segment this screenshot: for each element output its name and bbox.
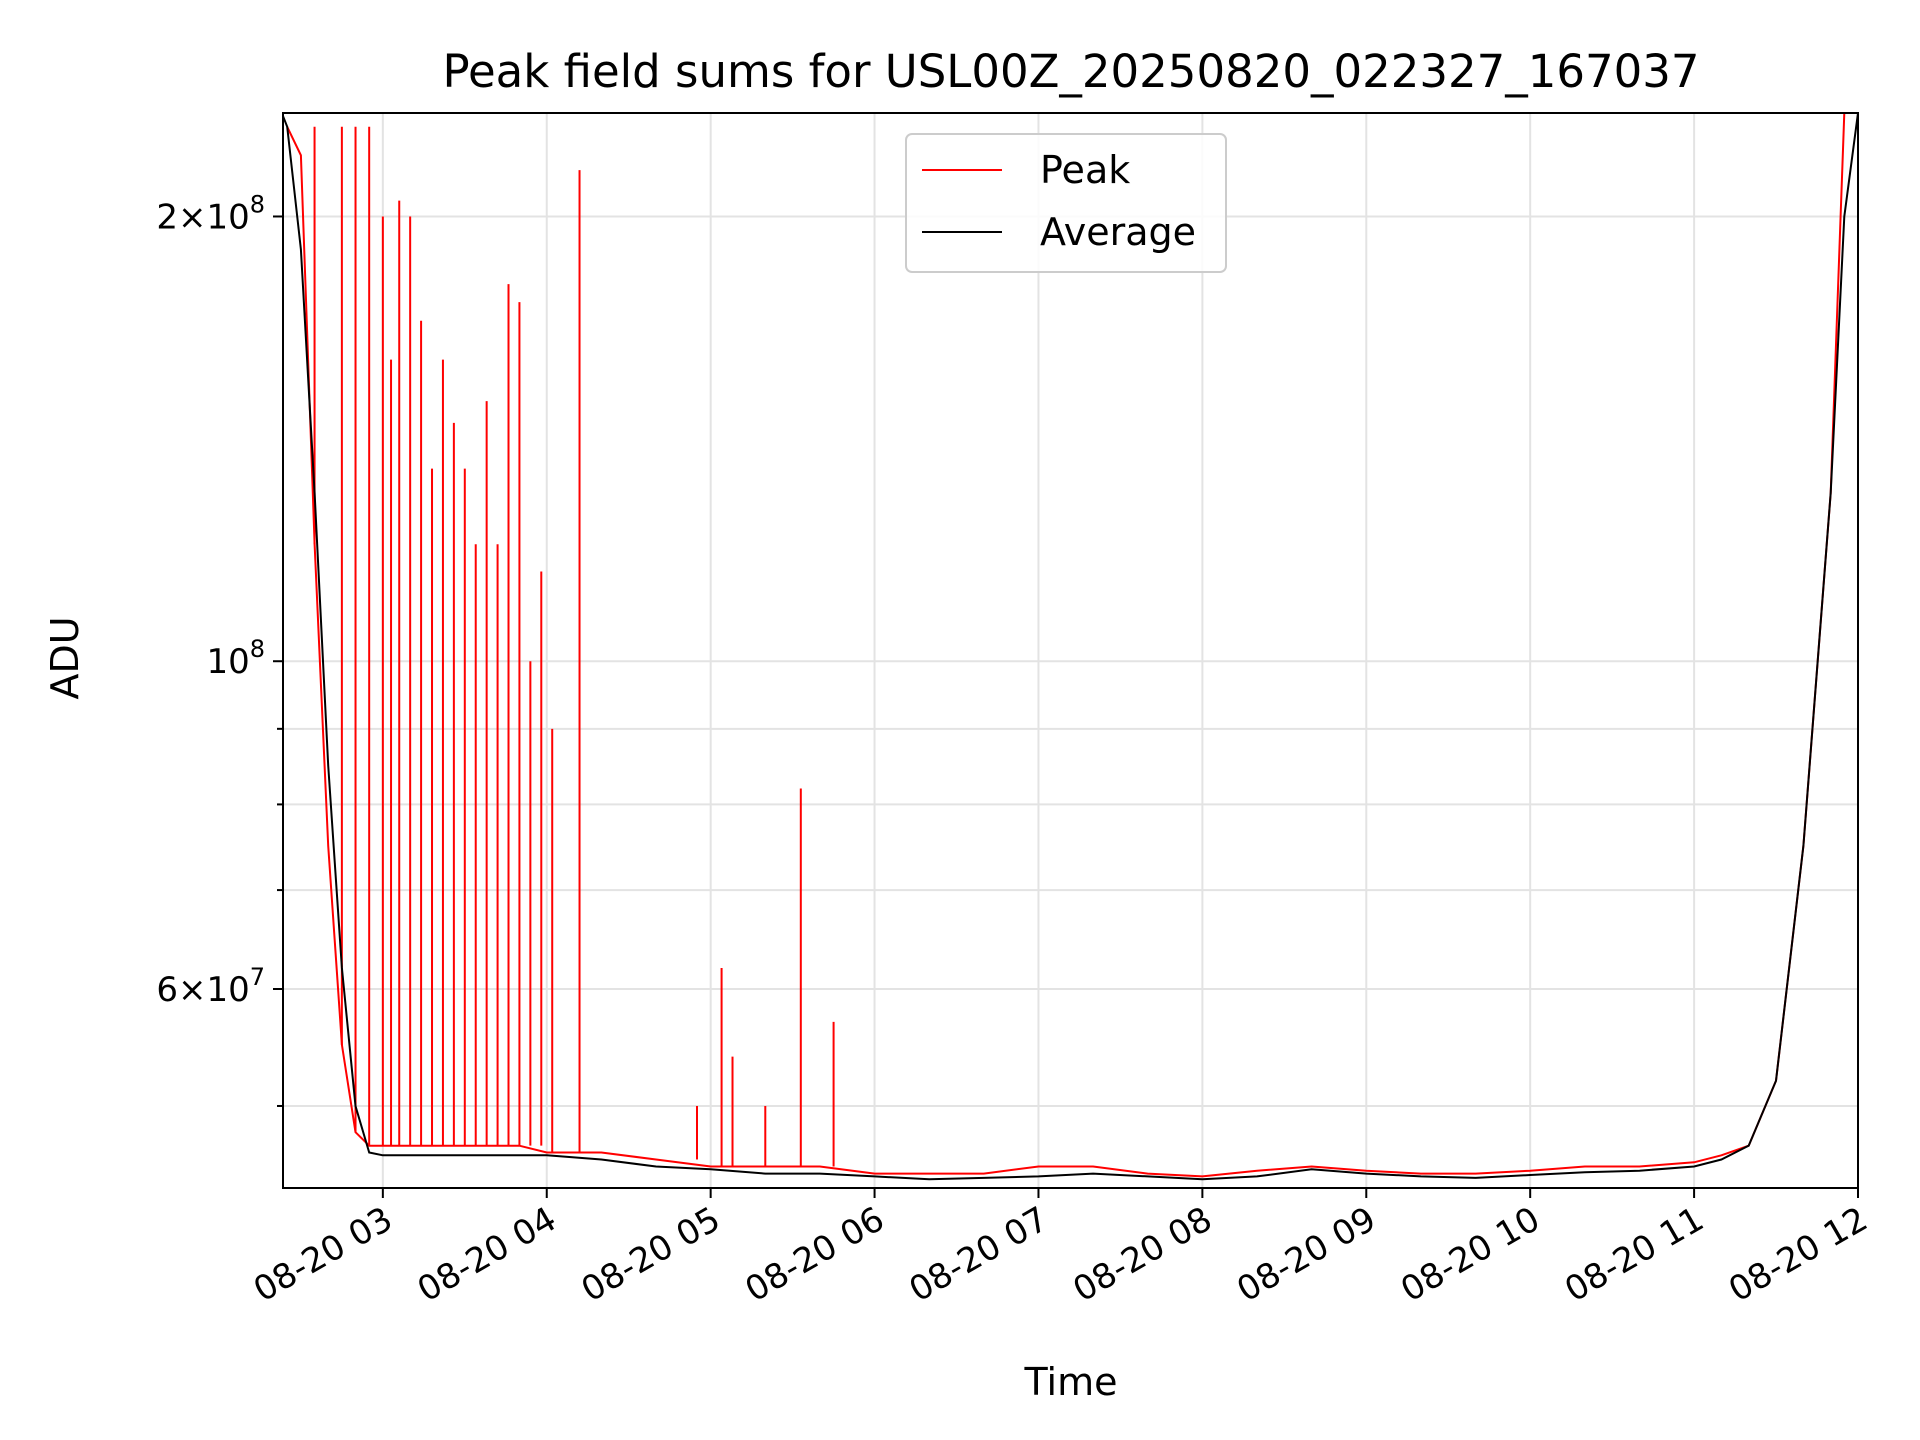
legend: Peak Average [905, 133, 1227, 273]
x-tick-label-0: 08-20 03 [247, 1199, 399, 1310]
chart-title: Peak field sums for USL00Z_20250820_0223… [442, 45, 1699, 98]
x-tick-label-4: 08-20 07 [903, 1199, 1055, 1310]
x-tick-label-8: 08-20 11 [1558, 1199, 1710, 1310]
x-tick-label-1: 08-20 04 [411, 1199, 563, 1310]
x-tick-label-6: 08-20 09 [1230, 1199, 1382, 1310]
y-tick-label-0: 6×107 [156, 963, 265, 1010]
y-axis-label: ADU [43, 616, 87, 699]
y-tick-label-2: 2×108 [156, 190, 265, 237]
y-tick-label-1: 108 [206, 635, 265, 682]
legend-label-average: Average [1040, 210, 1196, 254]
legend-box [905, 133, 1227, 273]
x-axis-label: Time [1024, 1360, 1118, 1404]
axes: 08-20 03 08-20 04 08-20 05 08-20 06 08-20 07… [156, 112, 1875, 1310]
x-tick-label-7: 08-20 10 [1394, 1199, 1546, 1310]
x-tick-label-9: 08-20 12 [1722, 1199, 1874, 1310]
series-average-line [283, 113, 1858, 1181]
x-tick-label-3: 08-20 06 [739, 1199, 891, 1310]
plot-area [283, 113, 1858, 1181]
x-tick-label-5: 08-20 08 [1066, 1199, 1218, 1310]
x-tick-label-2: 08-20 05 [575, 1199, 727, 1310]
series-peak-line [286, 113, 1846, 1178]
plot-frame [282, 112, 1859, 1189]
legend-label-peak: Peak [1040, 148, 1130, 192]
